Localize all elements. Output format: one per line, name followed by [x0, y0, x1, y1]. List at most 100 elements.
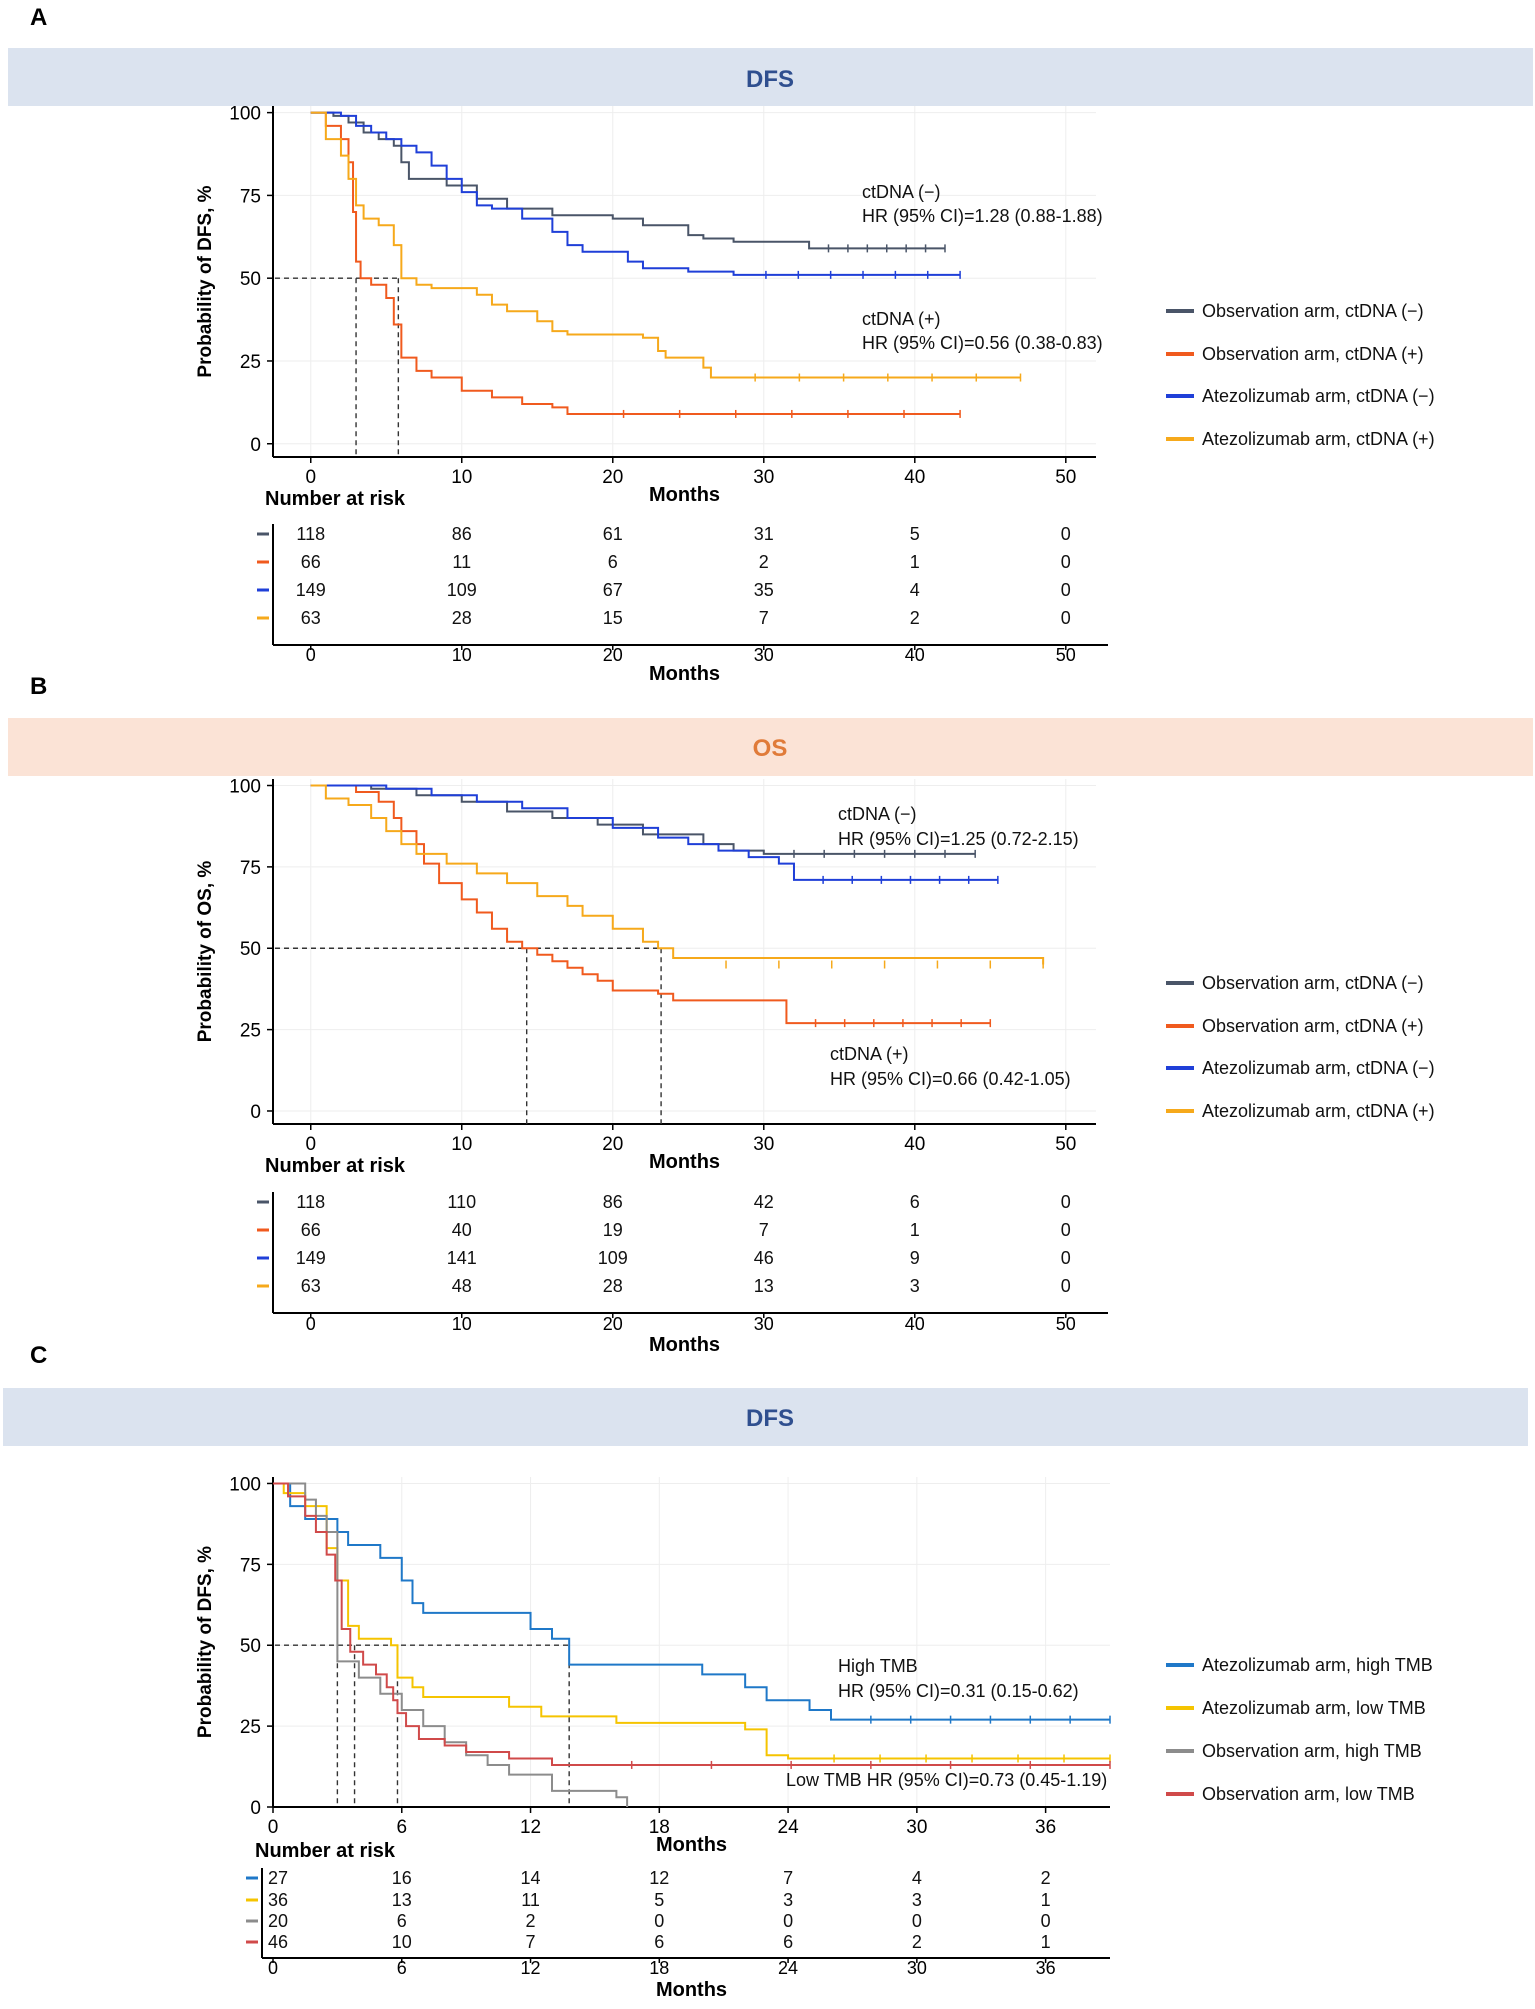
legend-label: Observation arm, ctDNA (+) — [1202, 344, 1424, 364]
y-tick-label: 0 — [250, 1102, 261, 1123]
panel-title: DFS — [746, 1405, 794, 1432]
title-banner — [8, 48, 1533, 106]
risk-cell: 6 — [783, 1932, 793, 1952]
risk-cell: 5 — [910, 524, 920, 544]
risk-cell: 48 — [452, 1276, 472, 1296]
risk-cell: 28 — [452, 608, 472, 628]
risk-cell: 12 — [649, 1868, 669, 1888]
risk-cell: 31 — [754, 524, 774, 544]
risk-cell: 141 — [447, 1248, 477, 1268]
hr-annotation: Low TMB HR (95% CI)=0.73 (0.45-1.19) — [786, 1770, 1107, 1790]
legend-label: Atezolizumab arm, low TMB — [1202, 1698, 1426, 1718]
hr-annotation: High TMB — [838, 1656, 918, 1676]
y-tick-label: 100 — [229, 104, 261, 125]
risk-cell: 1 — [1041, 1932, 1051, 1952]
risk-cell: 0 — [1061, 608, 1071, 628]
risk-cell: 7 — [759, 1220, 769, 1240]
risk-cell: 7 — [526, 1932, 536, 1952]
hr-annotation: HR (95% CI)=1.25 (0.72-2.15) — [838, 829, 1079, 849]
risk-cell: 1 — [1041, 1890, 1051, 1910]
risk-cell: 5 — [654, 1890, 664, 1910]
risk-cell: 0 — [654, 1911, 664, 1931]
risk-x-tick-label: 10 — [452, 1314, 472, 1334]
risk-x-tick-label: 50 — [1056, 1314, 1076, 1334]
risk-cell: 6 — [654, 1932, 664, 1952]
risk-cell: 86 — [452, 524, 472, 544]
gridlines — [273, 779, 1096, 1124]
x-axis-label: Months — [649, 1151, 720, 1173]
risk-cell: 16 — [392, 1868, 412, 1888]
series-line-3 — [273, 1482, 1110, 1766]
risk-cell: 14 — [521, 1868, 541, 1888]
risk-x-tick-label: 10 — [452, 645, 472, 665]
y-tick-label: 50 — [240, 1636, 261, 1657]
risk-x-axis-label: Months — [656, 1979, 727, 2001]
risk-cell: 86 — [603, 1192, 623, 1212]
risk-cell: 0 — [1061, 1220, 1071, 1240]
series-line-3 — [310, 111, 1021, 379]
legend-label: Atezolizumab arm, high TMB — [1202, 1655, 1433, 1675]
series-line-1 — [273, 1482, 1110, 1760]
x-tick-label: 10 — [451, 1134, 472, 1155]
gridlines — [273, 106, 1096, 457]
risk-cell: 19 — [603, 1220, 623, 1240]
risk-cell: 3 — [912, 1890, 922, 1910]
risk-x-tick-label: 30 — [754, 1314, 774, 1334]
risk-cell: 4 — [912, 1868, 922, 1888]
risk-x-tick-label: 50 — [1056, 645, 1076, 665]
risk-cell: 4 — [910, 580, 920, 600]
risk-x-tick-label: 0 — [306, 645, 316, 665]
x-tick-label: 0 — [305, 1134, 316, 1155]
panel-letter: C — [30, 1342, 47, 1369]
risk-cell: 7 — [783, 1868, 793, 1888]
series-line-0 — [273, 1482, 1110, 1721]
series-line-1 — [310, 784, 991, 1025]
y-tick-label: 25 — [240, 352, 261, 373]
risk-cell: 109 — [598, 1248, 628, 1268]
risk-x-tick-label: 18 — [649, 1958, 669, 1978]
risk-cell: 6 — [910, 1192, 920, 1212]
y-axis-label: Probability of OS, % — [195, 861, 216, 1043]
risk-cell: 149 — [296, 580, 326, 600]
hr-annotation: ctDNA (−) — [838, 804, 917, 824]
y-axis-label: Probability of DFS, % — [195, 185, 216, 377]
series-line-2 — [310, 784, 998, 881]
risk-cell: 0 — [1061, 1192, 1071, 1212]
risk-cell: 0 — [1061, 580, 1071, 600]
risk-cell: 2 — [910, 608, 920, 628]
risk-cell: 28 — [603, 1276, 623, 1296]
hr-annotation: ctDNA (−) — [862, 182, 941, 202]
risk-x-tick-label: 20 — [603, 1314, 623, 1334]
y-tick-label: 100 — [229, 1474, 261, 1495]
risk-cell: 2 — [526, 1911, 536, 1931]
risk-x-tick-label: 30 — [907, 1958, 927, 1978]
risk-cell: 0 — [1061, 524, 1071, 544]
x-tick-label: 36 — [1035, 1817, 1056, 1838]
x-tick-label: 6 — [396, 1817, 407, 1838]
risk-cell: 109 — [447, 580, 477, 600]
risk-cell: 13 — [392, 1890, 412, 1910]
series-line-2 — [273, 1482, 629, 1807]
risk-x-axis-label: Months — [649, 1334, 720, 1356]
y-tick-label: 100 — [229, 777, 261, 798]
risk-x-tick-label: 30 — [754, 645, 774, 665]
legend-label: Atezolizumab arm, ctDNA (−) — [1202, 386, 1435, 406]
panel-letter: A — [30, 4, 47, 31]
x-tick-label: 24 — [778, 1817, 800, 1838]
risk-cell: 6 — [608, 552, 618, 572]
x-tick-label: 18 — [649, 1817, 670, 1838]
hr-annotation: HR (95% CI)=0.56 (0.38-0.83) — [862, 333, 1103, 353]
risk-x-tick-label: 20 — [603, 645, 623, 665]
title-banner — [8, 718, 1533, 776]
risk-cell: 118 — [296, 524, 325, 544]
y-tick-label: 75 — [240, 858, 261, 879]
x-tick-label: 30 — [753, 1134, 774, 1155]
panel-title: OS — [753, 735, 788, 762]
x-tick-label: 50 — [1055, 1134, 1076, 1155]
x-tick-label: 12 — [520, 1817, 541, 1838]
risk-cell: 67 — [603, 580, 623, 600]
x-tick-label: 20 — [602, 1134, 623, 1155]
risk-cell: 46 — [268, 1932, 288, 1952]
